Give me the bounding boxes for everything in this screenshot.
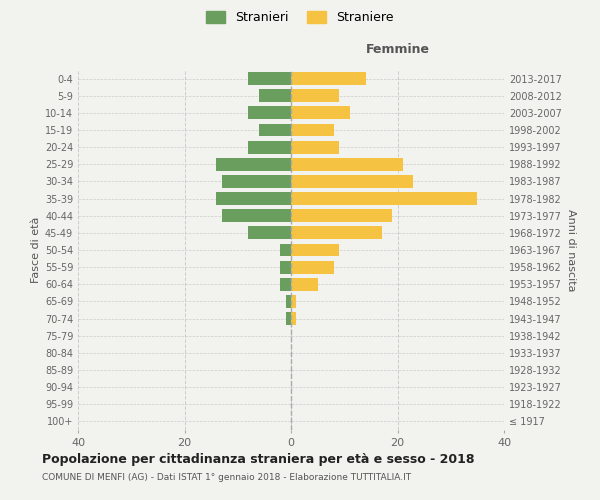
- Text: COMUNE DI MENFI (AG) - Dati ISTAT 1° gennaio 2018 - Elaborazione TUTTITALIA.IT: COMUNE DI MENFI (AG) - Dati ISTAT 1° gen…: [42, 472, 411, 482]
- Bar: [248, 140, 291, 153]
- Bar: [259, 124, 291, 136]
- Bar: [291, 106, 350, 120]
- Bar: [291, 158, 403, 170]
- Bar: [291, 124, 334, 136]
- Bar: [291, 192, 478, 205]
- Bar: [280, 278, 291, 290]
- Bar: [286, 312, 291, 325]
- Bar: [280, 244, 291, 256]
- Bar: [248, 106, 291, 120]
- Bar: [248, 72, 291, 85]
- Bar: [222, 175, 291, 188]
- Text: Femmine: Femmine: [365, 42, 430, 56]
- Bar: [217, 192, 291, 205]
- Bar: [291, 295, 296, 308]
- Bar: [217, 158, 291, 170]
- Bar: [291, 175, 413, 188]
- Bar: [280, 260, 291, 274]
- Y-axis label: Anni di nascita: Anni di nascita: [566, 209, 576, 291]
- Bar: [286, 295, 291, 308]
- Y-axis label: Fasce di età: Fasce di età: [31, 217, 41, 283]
- Bar: [222, 210, 291, 222]
- Bar: [291, 140, 339, 153]
- Bar: [291, 260, 334, 274]
- Bar: [291, 278, 317, 290]
- Bar: [291, 312, 296, 325]
- Bar: [259, 90, 291, 102]
- Bar: [291, 90, 339, 102]
- Bar: [291, 210, 392, 222]
- Bar: [291, 72, 365, 85]
- Bar: [291, 244, 339, 256]
- Text: Popolazione per cittadinanza straniera per età e sesso - 2018: Popolazione per cittadinanza straniera p…: [42, 452, 475, 466]
- Legend: Stranieri, Straniere: Stranieri, Straniere: [202, 6, 398, 29]
- Bar: [248, 226, 291, 239]
- Bar: [291, 226, 382, 239]
